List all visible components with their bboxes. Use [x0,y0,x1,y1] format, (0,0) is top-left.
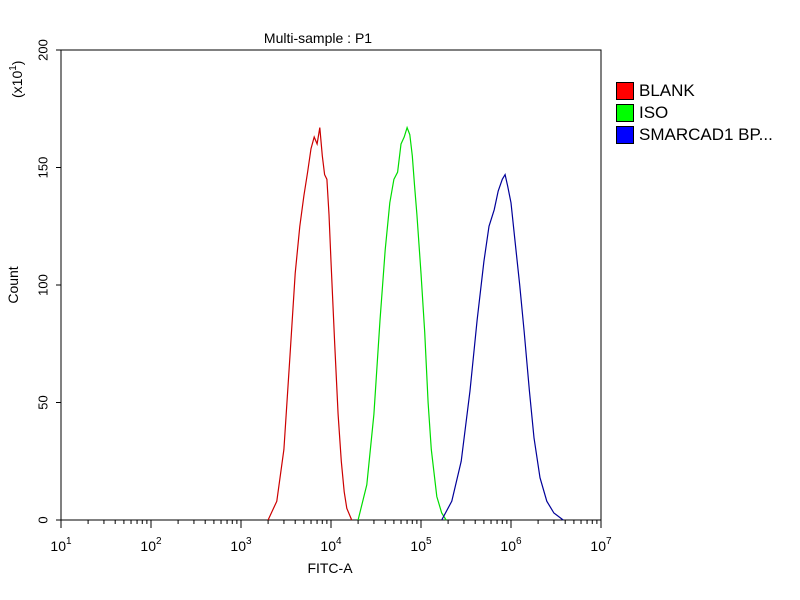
x-tick-label: 104 [320,536,342,554]
legend: BLANK ISO SMARCAD1 BP... [616,80,773,146]
x-axis-label: FITC-A [307,560,353,576]
legend-swatch [616,82,634,100]
svg-text:(x101): (x101) [8,61,25,98]
series-layer [267,125,564,521]
legend-item-iso: ISO [616,102,773,124]
legend-label: ISO [639,103,669,122]
legend-item-smarcad1: SMARCAD1 BP... [616,124,773,146]
y-axis: 0 50 100 150 200 [36,39,61,524]
series-line-blank [267,127,353,521]
chart-title: Multi-sample : P1 [264,30,372,46]
y-axis-label: Count [5,266,21,303]
legend-swatch [616,104,634,122]
x-tick-label: 107 [590,536,612,554]
y-tick-label: 100 [36,274,51,296]
y-tick-label: 150 [36,157,51,179]
x-tick-label: 106 [500,536,522,554]
y-tick-label: 0 [36,516,51,523]
y-tick-label: 50 [36,395,51,409]
y-tick-label: 200 [36,39,51,61]
legend-swatch [616,126,634,144]
legend-label: SMARCAD1 BP... [639,125,773,144]
x-tick-label: 103 [230,536,252,554]
x-axis: 101 102 103 104 105 106 107 [50,520,612,554]
series-line-iso [357,125,447,521]
x-tick-label: 105 [410,536,432,554]
legend-item-blank: BLANK [616,80,773,102]
y-scale-prefix: (x10 [9,71,25,98]
y-scale-factor: (x101) [8,61,25,98]
series-line-smarcad1 [441,172,564,521]
y-scale-exponent: 1 [8,65,19,71]
y-scale-suffix: ) [9,61,25,66]
x-tick-label: 102 [140,536,162,554]
x-tick-label: 101 [50,536,72,554]
legend-label: BLANK [639,81,695,100]
